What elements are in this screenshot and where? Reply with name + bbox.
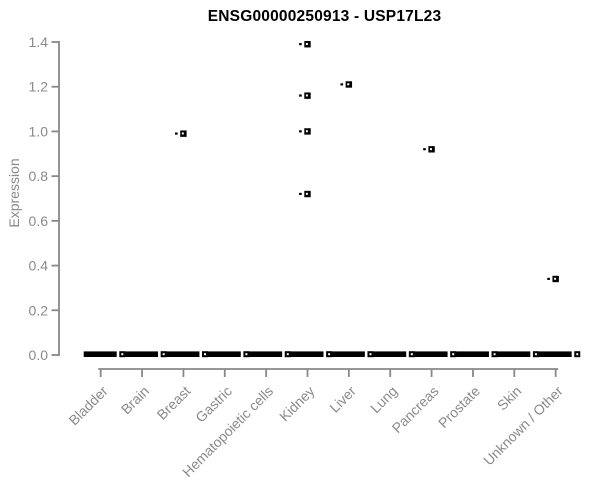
zero-bar [373,351,407,357]
x-category-label: Breast [154,383,194,423]
zero-bar-cap-center [121,353,124,356]
outlier-tail [547,277,550,280]
x-category-label: Prostate [435,383,483,431]
outlier-marker-center [305,130,308,133]
y-tick-label: 0.6 [29,213,49,229]
outlier-marker-center [429,148,432,151]
outlier-marker-center [305,192,308,195]
x-category-label: Skin [494,383,525,414]
outlier-marker-center [347,83,350,86]
y-tick-label: 1.0 [29,123,49,139]
zero-bar-cap-center [286,353,289,356]
zero-bar-cap-center [369,353,372,356]
zero-bar-cap-center [245,353,248,356]
x-category-label: Unknown / Other [480,383,566,469]
zero-bar-cap-center [328,353,331,356]
y-tick-label: 1.4 [29,34,49,50]
outlier-tail [175,132,178,135]
x-category-label: Brain [118,383,152,417]
zero-bar [455,351,489,357]
x-category-label: Bladder [65,383,111,429]
zero-bar-cap-center [452,353,455,356]
outlier-marker-center [181,132,184,135]
outlier-tail [299,43,302,46]
zero-bar [331,351,365,357]
zero-bar [125,351,159,357]
outlier-tail [423,148,426,151]
zero-bar-cap-center [410,353,413,356]
y-tick-label: 0.8 [29,168,49,184]
y-axis-title: Expression [6,158,22,228]
zero-bar [538,351,572,357]
outlier-marker-center [305,43,308,46]
zero-bar-cap-center [534,353,537,356]
zero-bar-cap-center [204,353,207,356]
y-tick-label: 0.4 [29,258,49,274]
outlier-marker-center [554,277,557,280]
zero-bar-cap-center [576,353,579,356]
x-category-label: Lung [367,383,400,416]
outlier-tail [299,192,302,196]
zero-bar [497,351,531,357]
outlier-tail [299,130,302,133]
zero-bar [290,351,324,357]
y-tick-label: 1.2 [29,79,49,95]
x-category-label: Liver [326,383,359,416]
y-tick-label: 0.2 [29,302,49,318]
outlier-tail [299,94,302,97]
zero-bar [83,351,117,357]
y-tick-label: 0.0 [29,347,49,363]
chart-title: ENSG00000250913 - USP17L23 [207,8,442,25]
zero-bar [249,351,283,357]
zero-bar-cap-center [493,353,496,356]
x-category-label: Kidney [276,383,318,425]
outlier-tail [340,83,344,86]
zero-bar [166,351,200,357]
zero-bar [207,351,241,357]
outlier-marker-center [305,94,308,97]
zero-bar [414,351,448,357]
zero-bar-cap-center [162,353,165,356]
